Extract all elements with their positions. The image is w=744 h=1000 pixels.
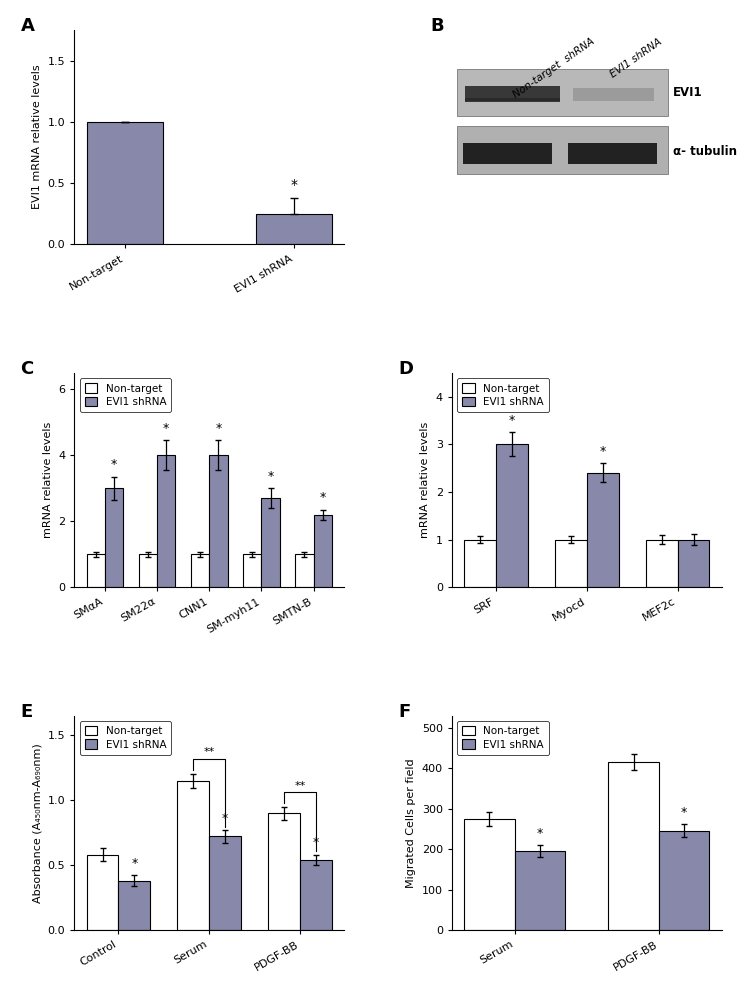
Bar <box>464 819 515 930</box>
Y-axis label: Absorbance (A₄₅₀nm-A₆₉₀nm): Absorbance (A₄₅₀nm-A₆₉₀nm) <box>32 743 42 903</box>
Bar <box>466 86 560 102</box>
Text: *: * <box>215 422 222 435</box>
Bar <box>118 881 150 930</box>
Bar <box>139 554 157 587</box>
Bar <box>678 540 710 587</box>
Bar <box>466 98 560 99</box>
Legend: Non-target, EVI1 shRNA: Non-target, EVI1 shRNA <box>80 721 171 755</box>
Bar <box>515 851 565 930</box>
Text: *: * <box>290 178 298 192</box>
Bar <box>295 554 313 587</box>
Text: *: * <box>600 445 606 458</box>
Bar <box>466 98 560 100</box>
Legend: Non-target, EVI1 shRNA: Non-target, EVI1 shRNA <box>80 378 171 412</box>
Text: F: F <box>398 703 410 721</box>
Bar <box>86 122 163 244</box>
Text: *: * <box>131 857 138 870</box>
Text: *: * <box>312 836 319 849</box>
Bar <box>178 781 209 930</box>
Bar <box>587 473 618 587</box>
Bar <box>466 98 560 100</box>
Bar <box>458 69 668 116</box>
Bar <box>209 455 228 587</box>
Text: *: * <box>537 827 543 840</box>
Bar <box>609 762 659 930</box>
Text: A: A <box>20 17 34 35</box>
Text: *: * <box>222 812 228 825</box>
Bar <box>458 126 668 174</box>
Legend: Non-target, EVI1 shRNA: Non-target, EVI1 shRNA <box>458 378 549 412</box>
Bar <box>574 88 654 101</box>
Text: *: * <box>163 422 170 435</box>
Text: *: * <box>681 806 687 819</box>
Bar <box>555 540 587 587</box>
Text: B: B <box>430 17 444 35</box>
Text: E: E <box>20 703 33 721</box>
Text: *: * <box>111 458 117 471</box>
Text: C: C <box>20 360 33 378</box>
Bar <box>191 554 209 587</box>
Bar <box>466 98 560 100</box>
Bar <box>261 498 280 587</box>
Bar <box>157 455 176 587</box>
Text: **: ** <box>295 781 306 791</box>
Bar <box>464 540 496 587</box>
Text: *: * <box>509 414 515 427</box>
Text: α- tubulin: α- tubulin <box>673 145 737 158</box>
Bar <box>463 142 552 164</box>
Bar <box>466 99 560 101</box>
Bar <box>496 444 527 587</box>
Bar <box>568 142 657 164</box>
Bar <box>313 515 332 587</box>
Text: **: ** <box>204 747 215 757</box>
Bar <box>209 836 241 930</box>
Text: Non-target  shRNA: Non-target shRNA <box>511 36 597 100</box>
Bar <box>466 98 560 100</box>
Bar <box>86 855 118 930</box>
Y-axis label: EVI1 mRNA relative levels: EVI1 mRNA relative levels <box>32 65 42 209</box>
Bar <box>466 99 560 101</box>
Text: EVI1 shRNA: EVI1 shRNA <box>609 36 664 79</box>
Bar <box>105 488 124 587</box>
Y-axis label: Migrated Cells per field: Migrated Cells per field <box>406 758 417 888</box>
Bar <box>300 860 332 930</box>
Text: D: D <box>398 360 413 378</box>
Bar <box>243 554 261 587</box>
Bar <box>256 214 332 244</box>
Y-axis label: mRNA relative levels: mRNA relative levels <box>420 422 430 538</box>
Bar <box>659 831 710 930</box>
Legend: Non-target, EVI1 shRNA: Non-target, EVI1 shRNA <box>458 721 549 755</box>
Text: *: * <box>267 470 274 483</box>
Y-axis label: mRNA relative levels: mRNA relative levels <box>42 422 53 538</box>
Bar <box>86 554 105 587</box>
Bar <box>466 99 560 100</box>
Bar <box>269 813 300 930</box>
Text: EVI1: EVI1 <box>673 86 703 99</box>
Bar <box>646 540 678 587</box>
Text: *: * <box>320 491 326 504</box>
